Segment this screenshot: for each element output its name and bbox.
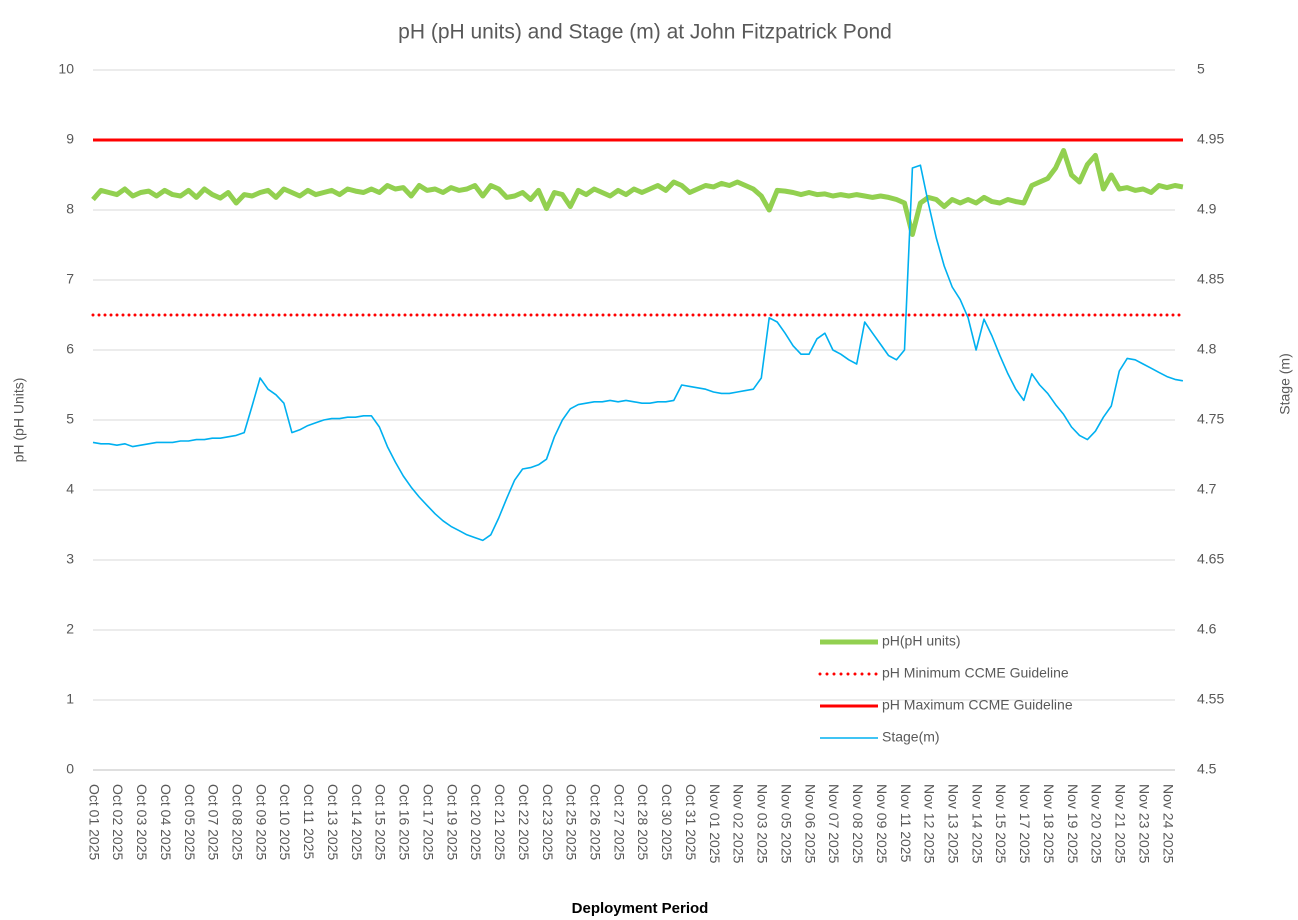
y-tick-label: 6 (66, 341, 74, 357)
x-tick-label: Oct 19 2025 (444, 784, 460, 860)
y-tick-label: 0 (66, 761, 74, 777)
x-tick-label: Nov 03 2025 (755, 784, 771, 864)
y2-tick-label: 4.9 (1197, 201, 1217, 217)
y-tick-label: 2 (66, 621, 74, 637)
y-tick-label: 9 (66, 131, 74, 147)
x-tick-label: Oct 02 2025 (110, 784, 126, 860)
x-tick-label: Oct 22 2025 (516, 784, 532, 860)
x-tick-label: Nov 11 2025 (898, 784, 914, 863)
y-tick-label: 10 (58, 61, 74, 77)
x-tick-label: Oct 16 2025 (397, 784, 413, 860)
x-tick-label: Oct 09 2025 (253, 784, 269, 860)
series-line (92, 164, 1184, 542)
legend-label: pH Minimum CCME Guideline (882, 665, 1069, 681)
y2-tick-label: 4.7 (1197, 481, 1217, 497)
y2-tick-label: 4.65 (1197, 551, 1224, 567)
x-tick-label: Nov 17 2025 (1017, 784, 1033, 864)
x-axis-title: Deployment Period (572, 900, 709, 917)
x-tick-label: Nov 12 2025 (922, 784, 938, 864)
y2-tick-label: 4.75 (1197, 411, 1224, 427)
x-tick-label: Oct 11 2025 (301, 784, 317, 859)
x-tick-label: Oct 15 2025 (373, 784, 389, 860)
y2-tick-label: 5 (1197, 61, 1205, 77)
legend-label: pH(pH units) (882, 633, 961, 649)
y-axis-title: pH (pH Units) (11, 378, 27, 463)
y-tick-label: 5 (66, 411, 74, 427)
x-tick-label: Nov 07 2025 (826, 784, 842, 864)
x-tick-label: Nov 15 2025 (993, 784, 1009, 864)
x-tick-label: Nov 21 2025 (1113, 784, 1129, 864)
x-tick-label: Nov 20 2025 (1089, 784, 1105, 864)
y-tick-label: 1 (66, 691, 74, 707)
y-tick-label: 8 (66, 201, 74, 217)
x-tick-label: Nov 08 2025 (850, 784, 866, 864)
chart-title: pH (pH units) and Stage (m) at John Fitz… (398, 21, 892, 44)
x-tick-label: Nov 14 2025 (969, 784, 985, 864)
x-tick-label: Oct 03 2025 (134, 784, 150, 860)
y-tick-label: 3 (66, 551, 74, 567)
y2-tick-label: 4.8 (1197, 341, 1217, 357)
x-tick-label: Oct 23 2025 (540, 784, 556, 860)
x-tick-label: Nov 01 2025 (707, 784, 723, 864)
y-tick-label: 4 (66, 481, 74, 497)
x-tick-label: Oct 28 2025 (635, 784, 651, 860)
x-tick-label: Oct 01 2025 (86, 784, 102, 860)
x-tick-label: Nov 19 2025 (1065, 784, 1081, 864)
x-tick-label: Oct 04 2025 (158, 784, 174, 860)
x-tick-label: Oct 30 2025 (659, 784, 675, 860)
y2-tick-label: 4.6 (1197, 621, 1217, 637)
x-tick-label: Oct 25 2025 (564, 784, 580, 860)
series-line (91, 148, 1184, 237)
x-tick-label: Nov 23 2025 (1136, 784, 1152, 864)
x-tick-label: Oct 10 2025 (277, 784, 293, 860)
x-tick-label: Oct 13 2025 (325, 784, 341, 860)
x-tick-label: Oct 20 2025 (468, 784, 484, 860)
x-tick-label: Oct 31 2025 (683, 784, 699, 860)
x-tick-label: Nov 05 2025 (778, 784, 794, 864)
x-tick-label: Oct 27 2025 (611, 784, 627, 860)
x-tick-label: Oct 08 2025 (229, 784, 245, 860)
y2-tick-label: 4.85 (1197, 271, 1224, 287)
y2-tick-label: 4.55 (1197, 691, 1224, 707)
x-tick-label: Nov 02 2025 (731, 784, 747, 864)
legend-label: Stage(m) (882, 729, 940, 745)
x-tick-label: Oct 07 2025 (206, 784, 222, 860)
x-tick-label: Oct 14 2025 (349, 784, 365, 860)
x-tick-label: Nov 24 2025 (1160, 784, 1176, 864)
x-tick-label: Oct 05 2025 (182, 784, 198, 860)
y2-axis-title: Stage (m) (1277, 353, 1293, 414)
y-tick-label: 7 (66, 271, 74, 287)
x-tick-label: Nov 06 2025 (802, 784, 818, 864)
x-tick-label: Oct 17 2025 (420, 784, 436, 860)
y2-tick-label: 4.5 (1197, 761, 1217, 777)
x-tick-label: Oct 26 2025 (587, 784, 603, 860)
x-tick-label: Oct 21 2025 (492, 784, 508, 860)
x-tick-label: Nov 13 2025 (945, 784, 961, 864)
y2-tick-label: 4.95 (1197, 131, 1224, 147)
x-tick-label: Nov 09 2025 (874, 784, 890, 864)
x-tick-label: Nov 18 2025 (1041, 784, 1057, 864)
legend-label: pH Maximum CCME Guideline (882, 697, 1073, 713)
